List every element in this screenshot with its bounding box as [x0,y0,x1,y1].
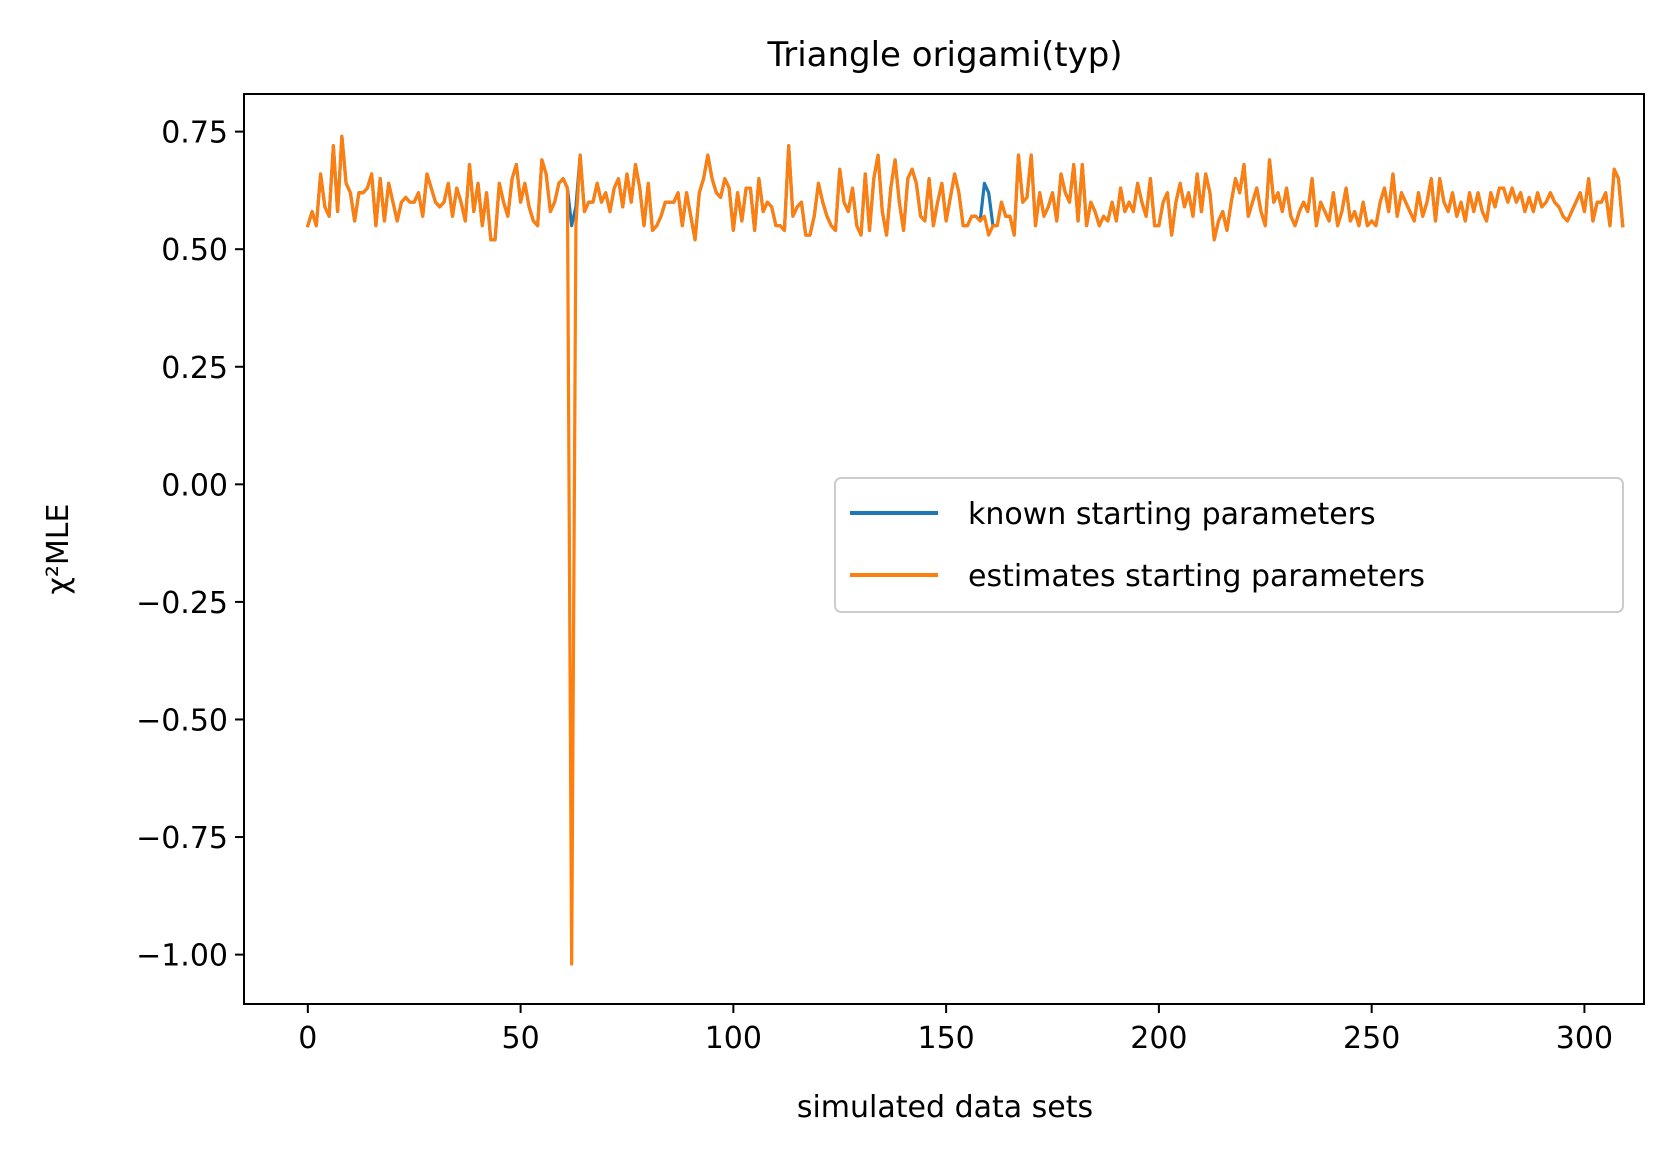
chart-title: Triangle origami(typ) [766,35,1122,75]
y-tick-label: −0.50 [136,703,228,738]
y-tick-label: −0.75 [136,821,228,856]
x-tick-label: 250 [1343,1021,1400,1056]
legend: known starting parameters estimates star… [834,477,1624,613]
x-tick-label: 150 [917,1021,974,1056]
y-axis-ticks: 0.75 0.50 0.25 0.00 −0.25 −0.50 −0.75 −1.00 [136,116,244,974]
x-axis-ticks: 0 50 100 150 200 250 300 [298,1004,1613,1056]
y-tick-label: 0.75 [161,116,228,151]
x-tick-label: 50 [502,1021,540,1056]
x-tick-label: 0 [298,1021,317,1056]
y-tick-label: 0.50 [161,233,228,268]
legend-label-known: known starting parameters [968,497,1376,532]
plot-frame [243,93,1645,1005]
x-tick-label: 300 [1556,1021,1613,1056]
legend-label-estimates: estimates starting parameters [968,559,1425,594]
y-tick-label: 0.25 [161,351,228,386]
y-axis-label: χ²MLE [41,504,76,595]
x-tick-label: 200 [1130,1021,1187,1056]
series-layer [305,134,1625,966]
x-axis-label: simulated data sets [797,1090,1093,1125]
y-tick-label: −0.25 [136,586,228,621]
y-tick-label: −1.00 [136,939,228,974]
legend-box [834,477,1624,613]
series-line-estimates-starting-parameters [305,134,1625,966]
x-tick-label: 100 [705,1021,762,1056]
y-tick-label: 0.00 [161,468,228,503]
